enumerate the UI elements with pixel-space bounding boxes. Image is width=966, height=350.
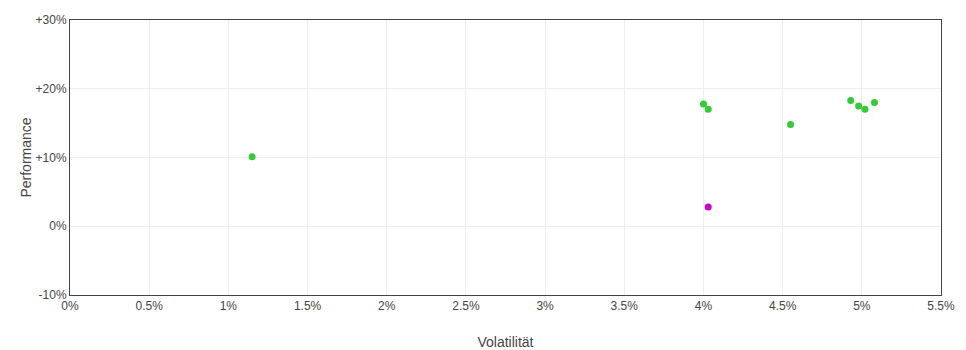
svg-text:2.5%: 2.5% <box>452 299 480 313</box>
svg-text:3%: 3% <box>536 299 554 313</box>
svg-text:0%: 0% <box>49 219 67 233</box>
svg-text:0.5%: 0.5% <box>136 299 164 313</box>
svg-text:Performance: Performance <box>18 117 34 197</box>
svg-text:2%: 2% <box>378 299 396 313</box>
svg-text:Volatilität: Volatilität <box>477 334 533 350</box>
svg-text:0%: 0% <box>61 299 79 313</box>
svg-text:5%: 5% <box>853 299 871 313</box>
svg-text:3.5%: 3.5% <box>611 299 639 313</box>
svg-text:4.5%: 4.5% <box>769 299 797 313</box>
svg-text:1%: 1% <box>220 299 238 313</box>
svg-text:+20%: +20% <box>36 82 67 96</box>
svg-text:4%: 4% <box>695 299 713 313</box>
svg-text:1.5%: 1.5% <box>294 299 322 313</box>
svg-text:+10%: +10% <box>36 151 67 165</box>
svg-text:5.5%: 5.5% <box>927 299 955 313</box>
svg-text:+30%: +30% <box>36 13 67 27</box>
svg-text:-10%: -10% <box>39 288 67 302</box>
